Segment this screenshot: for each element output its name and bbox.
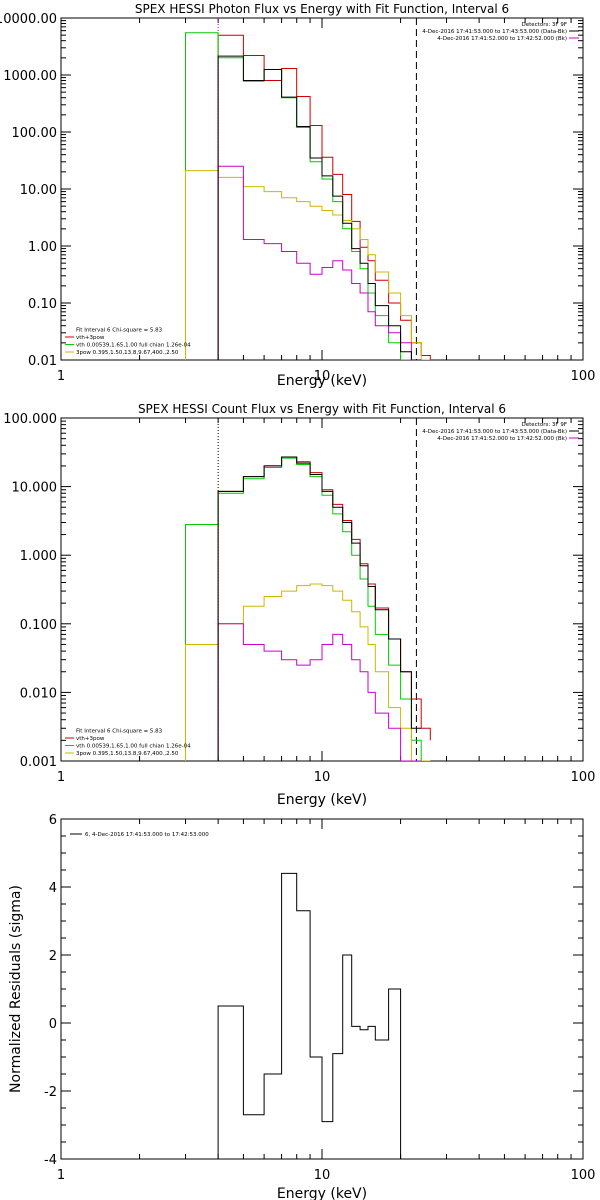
legend-bottom-left-text: vth+3pow <box>76 736 105 742</box>
legend-bottom-left-text: 3pow 0.395,1.50,13.8,9.67,400.,2.50 <box>76 350 179 356</box>
plot-frame <box>60 17 584 361</box>
legend-top-right-text: Detectors: 3F 9F <box>521 22 567 28</box>
legend-bottom-left-text: 3pow 0.395,1.50,13.8,9.67,400.,2.50 <box>76 751 179 757</box>
series-group <box>185 456 431 761</box>
y-tick-label: 0.001 <box>20 755 57 770</box>
y-tick-label: 0.01 <box>28 354 57 369</box>
residuals-panel: 1 10 100 -4 -2 0 2 4 6 Energy (keV) Normalized Res… <box>8 813 595 1200</box>
x-tick-label: 10 <box>314 1168 331 1183</box>
x-tick-label: 100 <box>571 1168 596 1183</box>
y-tick-label: -4 <box>44 1153 57 1168</box>
legend-top-right-text: 4-Dec-2016 17:41:53.000 to 17:43:53.000 … <box>422 429 567 435</box>
y-tick-label: 10.000 <box>12 481 58 496</box>
x-tick-label: 100 <box>571 369 596 384</box>
y-tick-label: 1.000 <box>20 549 57 564</box>
y-tick-label: 0.010 <box>20 686 57 701</box>
series-line-4 <box>217 55 422 360</box>
photon-flux-panel: SPEX HESSI Photon Flux vs Energy with Fi… <box>0 2 595 389</box>
legend-bottom-left-text: vth 0.00539,1.65,1.00 full chian 1.26e-0… <box>76 343 191 349</box>
series-group <box>185 32 431 360</box>
chart-title: SPEX HESSI Photon Flux vs Energy with Fi… <box>135 2 509 16</box>
series-line-0 <box>217 34 431 360</box>
legend-bottom-left-text: vth+3pow <box>76 335 105 341</box>
x-axis-label: Energy (keV) <box>277 373 367 389</box>
legend-top-left-text: 6, 4-Dec-2016 17:41:53.000 to 17:42:53.0… <box>85 832 209 838</box>
series-line-4 <box>217 456 422 761</box>
legend-bottom-left-text: vth 0.00539,1.65,1.00 full chian 1.26e-0… <box>76 744 191 750</box>
y-tick-label: 100.00 <box>12 126 58 141</box>
y-tick-label: 1.00 <box>28 240 57 255</box>
legend-top-right-text: 4-Dec-2016 17:41:53.000 to 17:43:53.000 … <box>422 29 567 35</box>
x-tick-label: 1 <box>57 770 65 785</box>
series-line-0 <box>217 456 431 761</box>
y-tick-label: 100.000 <box>3 412 57 427</box>
legend-top-right-text: Detectors: 3F 9F <box>521 422 567 428</box>
y-tick-label: 0.10 <box>28 297 57 312</box>
y-tick-label: 0.100 <box>20 618 57 633</box>
x-tick-label: 1 <box>57 369 65 384</box>
series-line-3 <box>217 165 422 360</box>
legend-top-right-text: 4-Dec-2016 17:41:52.000 to 17:42:52.000 … <box>437 436 567 442</box>
series-line-2 <box>185 583 431 761</box>
legend-top-right-text: 4-Dec-2016 17:41:52.000 to 17:42:52.000 … <box>437 36 567 42</box>
y-tick-label: -2 <box>44 1085 57 1100</box>
legend-bottom-left-text: Fit Interval 6 Chi-square = 5.83 <box>76 328 163 334</box>
y-tick-label: 10000.00 <box>0 12 57 27</box>
y-tick-label: 0 <box>49 1017 57 1032</box>
x-tick-label: 100 <box>571 770 596 785</box>
count-flux-panel: SPEX HESSI Count Flux vs Energy with Fit… <box>3 402 595 808</box>
y-tick-label: 10.00 <box>20 183 57 198</box>
legend-bottom-left-text: Fit Interval 6 Chi-square = 5.83 <box>76 729 163 735</box>
chart-title: SPEX HESSI Count Flux vs Energy with Fit… <box>138 402 506 416</box>
y-axis-label: Normalized Residuals (sigma) <box>8 885 24 1093</box>
y-tick-label: 6 <box>49 813 57 828</box>
x-axis-label: Energy (keV) <box>277 1186 367 1200</box>
y-tick-label: 1000.00 <box>3 69 57 84</box>
series-line-1 <box>185 32 431 360</box>
series-group <box>217 872 402 1159</box>
x-tick-label: 10 <box>314 369 331 384</box>
plot-frame <box>60 417 584 762</box>
series-line-1 <box>185 457 431 761</box>
x-tick-label: 1 <box>57 1168 65 1183</box>
series-line-3 <box>217 623 422 761</box>
series-line-2 <box>185 170 431 360</box>
x-tick-label: 10 <box>314 770 331 785</box>
y-tick-label: 4 <box>49 881 57 896</box>
x-axis-label: Energy (keV) <box>277 792 367 808</box>
y-tick-label: 2 <box>49 949 57 964</box>
series-line-0 <box>217 872 402 1159</box>
